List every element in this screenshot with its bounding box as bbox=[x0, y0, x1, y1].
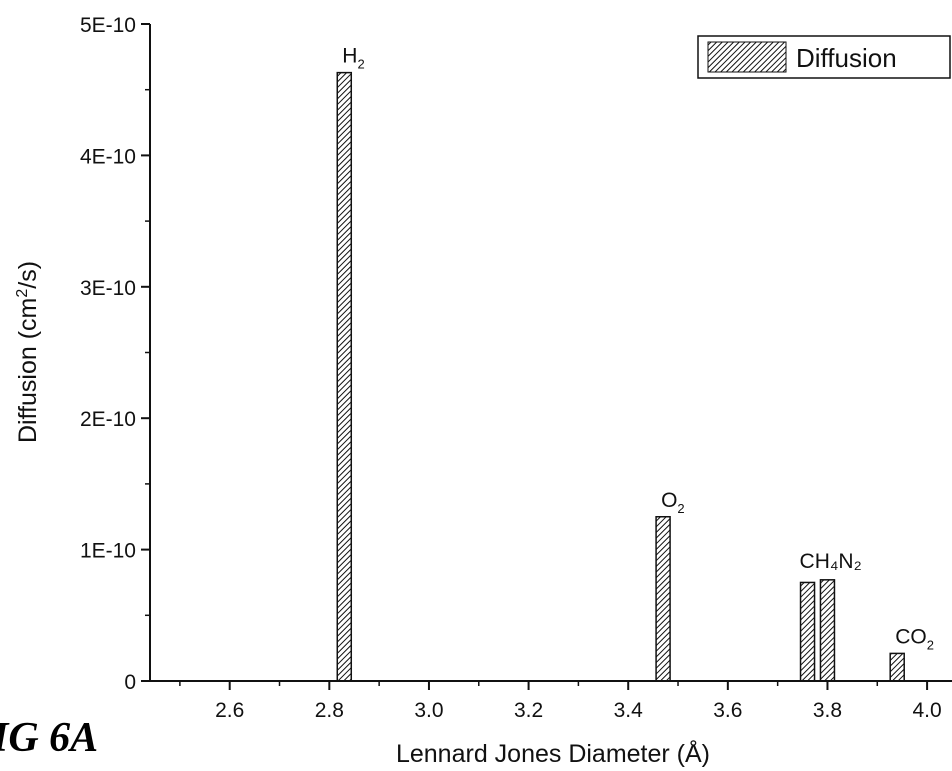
y-tick-label: 1E-10 bbox=[80, 540, 136, 563]
bar bbox=[801, 582, 815, 681]
bars-group bbox=[337, 73, 904, 681]
x-axis-title: Lennard Jones Diameter (Å) bbox=[396, 738, 710, 768]
legend-label: Diffusion bbox=[796, 43, 897, 73]
figure-label: IG 6A bbox=[0, 714, 98, 762]
legend: Diffusion bbox=[698, 36, 950, 78]
bar-label: O2 bbox=[661, 489, 685, 516]
x-tick-label: 2.8 bbox=[315, 699, 344, 722]
y-tick-label: 3E-10 bbox=[80, 277, 136, 300]
bar bbox=[337, 73, 351, 681]
y-tick-label: 4E-10 bbox=[80, 145, 136, 168]
x-tick-label: 3.2 bbox=[514, 699, 543, 722]
bar-label: H2 bbox=[342, 45, 364, 72]
bar-label-shared: CH₄N₂ bbox=[800, 550, 862, 573]
x-tick-label: 2.6 bbox=[215, 699, 244, 722]
y-axis-title: Diffusion (cm2/s) bbox=[14, 261, 42, 443]
bar-labels-group: H2 O2 CO2 CH₄N₂ bbox=[342, 45, 934, 653]
y-tick-label: 5E-10 bbox=[80, 14, 136, 37]
bar-label: CO2 bbox=[895, 625, 934, 652]
legend-swatch bbox=[708, 42, 786, 72]
y-tick-label: 0 bbox=[124, 671, 136, 694]
bar bbox=[820, 580, 834, 681]
bar bbox=[656, 517, 670, 681]
x-tick-label: 3.8 bbox=[813, 699, 842, 722]
bar bbox=[890, 653, 904, 681]
x-tick-label: 4.0 bbox=[912, 699, 941, 722]
x-tick-label: 3.0 bbox=[414, 699, 443, 722]
x-tick-label: 3.6 bbox=[713, 699, 742, 722]
y-tick-label: 2E-10 bbox=[80, 408, 136, 431]
x-tick-label: 3.4 bbox=[614, 699, 644, 722]
